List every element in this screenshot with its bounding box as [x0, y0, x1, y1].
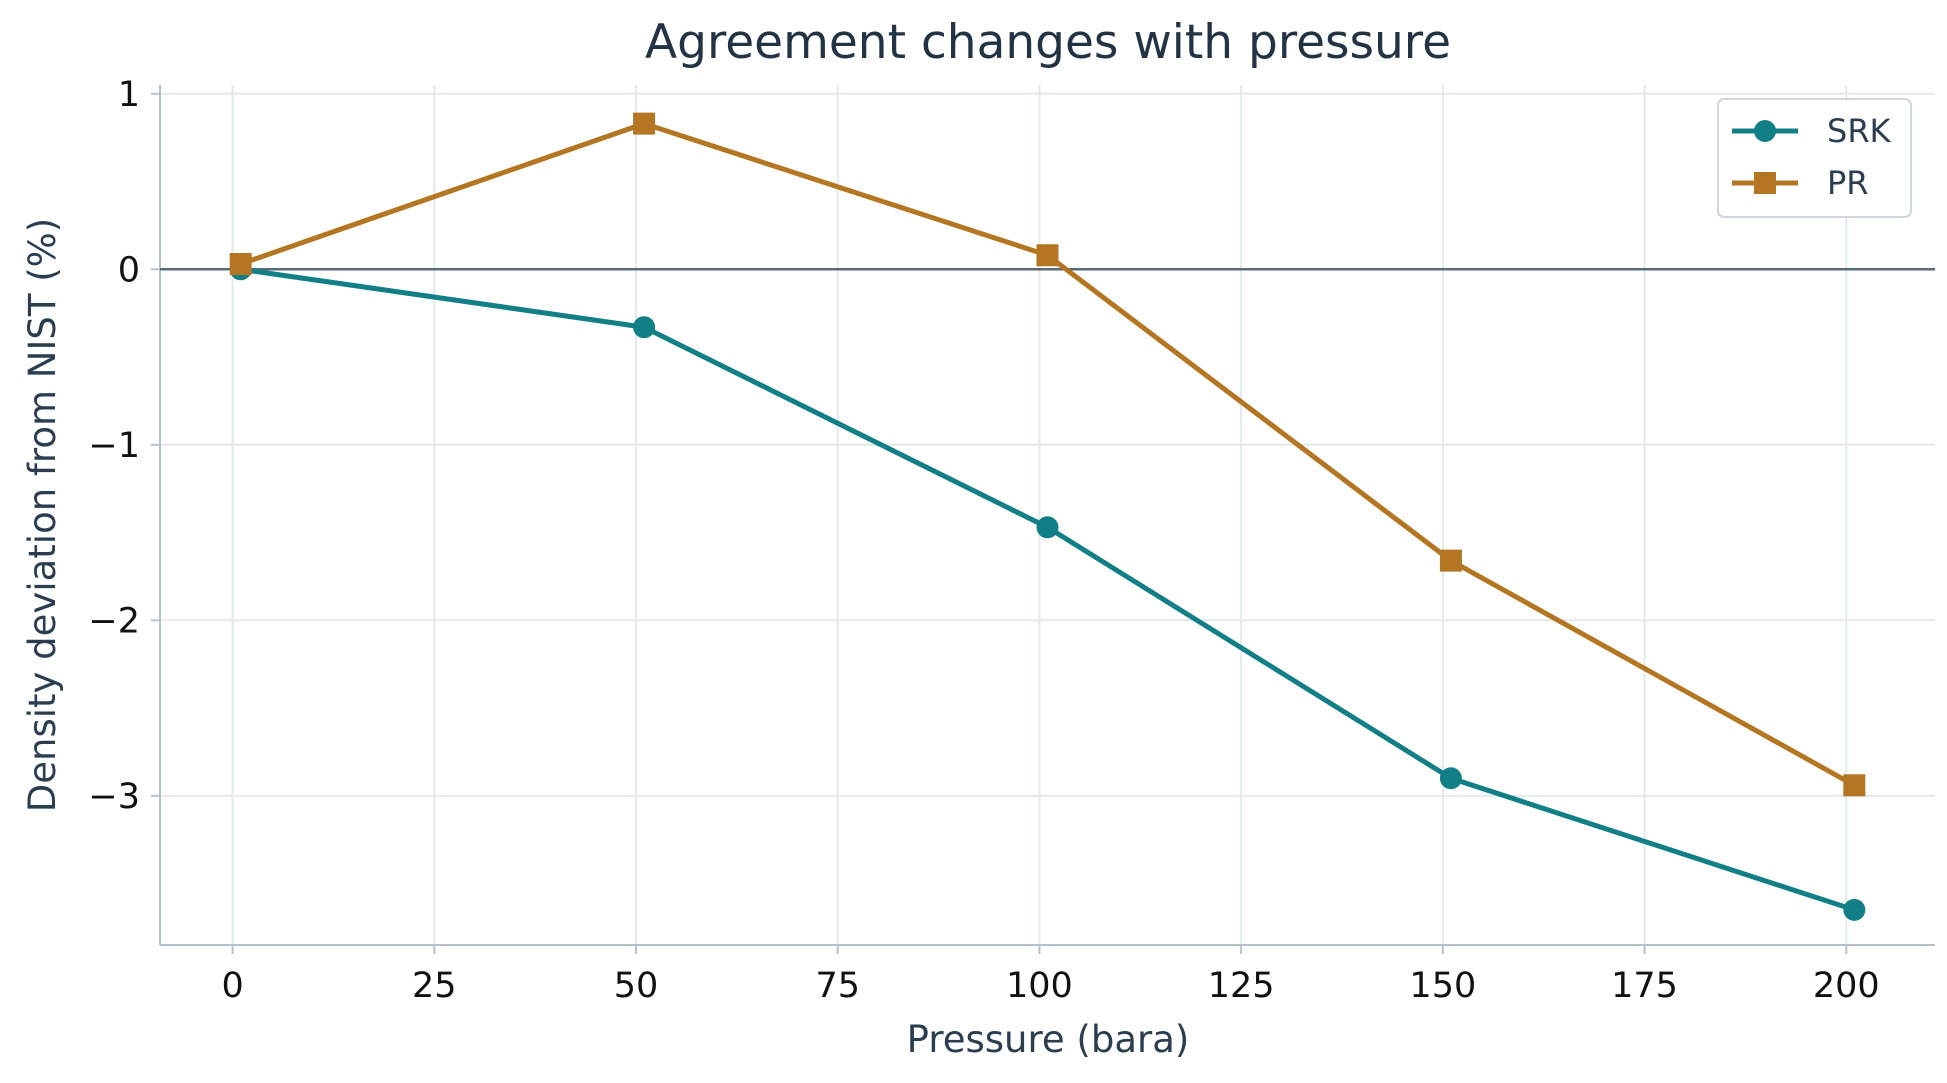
x-tick-label: 150: [1409, 966, 1476, 1006]
data-point-pr: [229, 253, 252, 276]
y-axis-label: Density deviation from NIST (%): [21, 218, 64, 813]
series-line-srk: [238, 266, 1857, 913]
grid-lines: [160, 85, 1935, 945]
tick-labels: 0 25 50 75 100 125 150 175 200 1 0 −1 −2 −3: [88, 75, 1879, 1006]
legend-marker-pr: [1754, 172, 1776, 194]
y-tick-label: −3: [88, 777, 140, 817]
x-tick-label: 125: [1208, 966, 1275, 1006]
x-tick-label: 75: [815, 966, 860, 1006]
x-tick-label: 25: [412, 966, 457, 1006]
y-tick-label: 0: [118, 250, 140, 290]
x-tick-label: 50: [614, 966, 659, 1006]
x-tick-label: 200: [1813, 966, 1880, 1006]
series-line-pr: [238, 121, 1857, 788]
data-point-srk: [1439, 767, 1462, 790]
axes: [159, 85, 1935, 946]
data-point-srk: [1036, 516, 1059, 539]
y-tick-label: −2: [88, 601, 140, 641]
y-tick-label: −1: [88, 426, 140, 466]
legend-marker-srk: [1754, 120, 1776, 142]
legend-label-srk: SRK: [1827, 112, 1892, 150]
x-tick-label: 175: [1611, 966, 1678, 1006]
y-tick-label: 1: [118, 75, 140, 115]
chart-title: Agreement changes with pressure: [645, 15, 1451, 70]
x-tick-label: 0: [221, 966, 243, 1006]
x-tick-label: 100: [1006, 966, 1073, 1006]
series-lines: [229, 112, 1866, 921]
x-axis-label: Pressure (bara): [907, 1018, 1190, 1061]
data-point-pr: [1036, 244, 1059, 267]
data-point-pr: [633, 112, 656, 135]
legend-label-pr: PR: [1827, 164, 1869, 202]
data-point-pr: [1843, 774, 1866, 797]
data-point-pr: [1439, 549, 1462, 572]
data-point-srk: [1843, 898, 1866, 921]
data-point-srk: [633, 316, 656, 339]
legend: SRK PR: [1717, 98, 1912, 218]
